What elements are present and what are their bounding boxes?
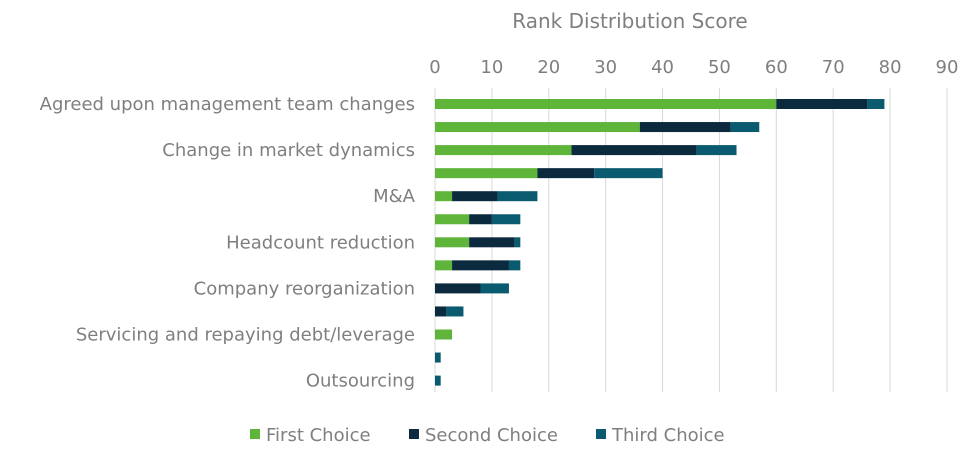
x-tick-label: 70 (822, 57, 845, 78)
bar-segment-2-row-3 (571, 145, 697, 156)
bar-segment-1-row-2 (435, 122, 640, 133)
legend-label: Third Choice (611, 425, 725, 446)
x-axis-ticks: 0 10 20 30 40 50 60 70 80 90 (429, 57, 958, 78)
legend-label: Second Choice (425, 425, 558, 446)
bar-segment-2-row-5 (452, 191, 498, 202)
bars (435, 99, 885, 386)
x-tick-label: 50 (708, 57, 731, 78)
bar-segment-3-row-12 (435, 352, 441, 363)
gridlines (434, 88, 948, 392)
x-tick-label: 30 (594, 57, 617, 78)
bar-segment-3-row-10 (446, 306, 464, 317)
bar-segment-1-row-7 (435, 237, 470, 248)
bar-segment-2-row-8 (452, 260, 509, 271)
bar-segment-3-row-3 (696, 145, 737, 156)
category-label: Company reorganization (194, 278, 415, 299)
category-label: Outsourcing (306, 371, 415, 392)
legend-label: First Choice (266, 425, 371, 446)
category-label: Change in market dynamics (162, 140, 415, 161)
bar-segment-1-row-3 (435, 145, 572, 156)
x-tick-label: 80 (879, 57, 902, 78)
bar-segment-1-row-8 (435, 260, 453, 271)
bar-segment-3-row-13 (435, 375, 441, 386)
bar-segment-1-row-5 (435, 191, 453, 202)
bar-segment-2-row-9 (435, 283, 481, 294)
category-label: Headcount reduction (226, 232, 415, 253)
legend-swatch (409, 429, 419, 439)
bar-segment-2-row-10 (435, 306, 447, 317)
legend-item: Second Choice (409, 425, 558, 446)
x-tick-label: 60 (765, 57, 788, 78)
legend-item: Third Choice (596, 425, 725, 446)
bar-segment-3-row-9 (480, 283, 509, 294)
bar-segment-2-row-2 (639, 122, 731, 133)
bar-segment-3-row-5 (497, 191, 538, 202)
bar-segment-2-row-7 (469, 237, 515, 248)
bar-segment-3-row-6 (491, 214, 521, 225)
bar-segment-1-row-4 (435, 168, 538, 179)
bar-segment-2-row-6 (469, 214, 492, 225)
category-labels: Agreed upon management team changes Chang… (40, 94, 416, 392)
bar-segment-3-row-1 (867, 99, 885, 109)
x-tick-label: 20 (537, 57, 560, 78)
bar-segment-3-row-2 (730, 122, 760, 133)
legend-swatch (250, 429, 260, 439)
category-label: M&A (373, 186, 416, 207)
bar-segment-2-row-1 (776, 99, 868, 109)
bar-segment-1-row-6 (435, 214, 470, 225)
x-tick-label: 10 (480, 57, 503, 78)
x-tick-label: 40 (651, 57, 674, 78)
bar-segment-1-row-1 (435, 99, 777, 109)
bar-segment-2-row-4 (537, 168, 595, 179)
legend-swatch (596, 429, 606, 439)
bar-segment-3-row-8 (508, 260, 521, 271)
bar-segment-1-row-11 (435, 329, 453, 340)
category-label: Servicing and repaying debt/leverage (76, 325, 415, 346)
legend: First Choice Second Choice Third Choice (250, 425, 725, 446)
category-label: Agreed upon management team changes (40, 94, 415, 115)
x-tick-label: 90 (936, 57, 959, 78)
legend-item: First Choice (250, 425, 371, 446)
bar-segment-3-row-7 (514, 237, 521, 248)
bar-segment-3-row-4 (594, 168, 663, 179)
x-tick-label: 0 (429, 57, 440, 78)
x-axis-title: Rank Distribution Score (512, 9, 747, 33)
